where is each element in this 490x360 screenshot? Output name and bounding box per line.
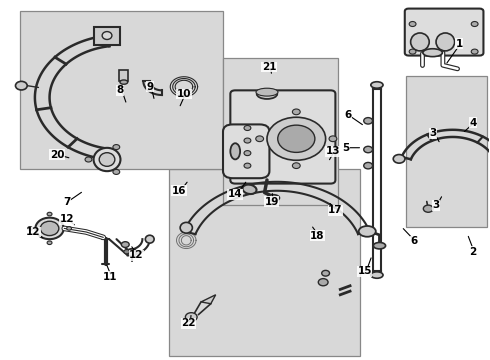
FancyBboxPatch shape (223, 125, 270, 178)
Text: 13: 13 (326, 146, 340, 156)
Polygon shape (201, 295, 216, 304)
Text: 15: 15 (358, 266, 372, 276)
Ellipse shape (371, 272, 383, 278)
Circle shape (364, 146, 372, 153)
Ellipse shape (99, 153, 115, 166)
Text: 6: 6 (410, 236, 417, 246)
Circle shape (124, 249, 130, 254)
Ellipse shape (243, 185, 257, 194)
Text: 3: 3 (432, 200, 439, 210)
Ellipse shape (256, 88, 278, 96)
Ellipse shape (359, 226, 376, 237)
Circle shape (113, 170, 120, 175)
Circle shape (322, 270, 330, 276)
Bar (169, 169, 360, 356)
Ellipse shape (257, 89, 277, 99)
Circle shape (364, 162, 372, 169)
Bar (120, 70, 128, 81)
Bar (20, 12, 223, 169)
Text: 12: 12 (129, 250, 144, 260)
Circle shape (318, 279, 328, 286)
Text: 21: 21 (262, 62, 276, 72)
Text: 19: 19 (265, 197, 279, 207)
Text: 10: 10 (177, 89, 191, 99)
FancyBboxPatch shape (405, 9, 484, 55)
Text: 5: 5 (342, 143, 349, 153)
Circle shape (67, 226, 72, 230)
Bar (406, 76, 487, 226)
Text: 4: 4 (469, 118, 476, 128)
Text: 3: 3 (430, 129, 437, 138)
Circle shape (47, 212, 52, 216)
Circle shape (278, 125, 315, 152)
Text: 12: 12 (59, 215, 74, 224)
Circle shape (185, 313, 197, 321)
Text: 22: 22 (182, 319, 196, 328)
Circle shape (409, 22, 416, 27)
Circle shape (16, 81, 27, 90)
Text: 6: 6 (344, 111, 351, 121)
Text: 11: 11 (103, 272, 118, 282)
FancyBboxPatch shape (230, 90, 335, 184)
Circle shape (423, 205, 433, 212)
Circle shape (364, 118, 372, 124)
Circle shape (244, 126, 251, 131)
Ellipse shape (230, 143, 240, 159)
Text: 18: 18 (310, 231, 324, 240)
Bar (223, 58, 338, 205)
Circle shape (27, 226, 32, 230)
Ellipse shape (371, 82, 383, 88)
Circle shape (244, 138, 251, 143)
Text: 16: 16 (172, 186, 186, 196)
Circle shape (471, 49, 478, 54)
Circle shape (256, 136, 264, 141)
Circle shape (113, 145, 120, 150)
Ellipse shape (94, 148, 121, 171)
Text: 12: 12 (25, 227, 40, 237)
Circle shape (267, 117, 326, 160)
Text: 2: 2 (469, 247, 476, 257)
Ellipse shape (146, 235, 154, 243)
Circle shape (409, 49, 416, 54)
Circle shape (293, 163, 300, 168)
Ellipse shape (373, 243, 386, 249)
Circle shape (122, 242, 129, 247)
Ellipse shape (423, 49, 442, 57)
Ellipse shape (40, 221, 59, 235)
Text: 20: 20 (49, 150, 64, 160)
Ellipse shape (411, 33, 429, 51)
Text: 7: 7 (63, 197, 71, 207)
Circle shape (85, 157, 92, 162)
Ellipse shape (267, 195, 279, 201)
Ellipse shape (35, 218, 64, 239)
Ellipse shape (436, 33, 455, 51)
Circle shape (393, 154, 405, 163)
Circle shape (293, 109, 300, 115)
Bar (94, 27, 121, 45)
Text: 14: 14 (228, 189, 243, 199)
Ellipse shape (120, 80, 128, 84)
Ellipse shape (180, 222, 193, 233)
Text: 9: 9 (146, 82, 153, 92)
Circle shape (244, 163, 251, 168)
Ellipse shape (102, 32, 112, 40)
Text: 1: 1 (455, 39, 463, 49)
Circle shape (471, 22, 478, 27)
Circle shape (47, 241, 52, 244)
Circle shape (127, 249, 137, 256)
Text: 17: 17 (328, 206, 343, 216)
Circle shape (329, 136, 337, 141)
Circle shape (244, 150, 251, 156)
Text: 8: 8 (117, 85, 124, 95)
